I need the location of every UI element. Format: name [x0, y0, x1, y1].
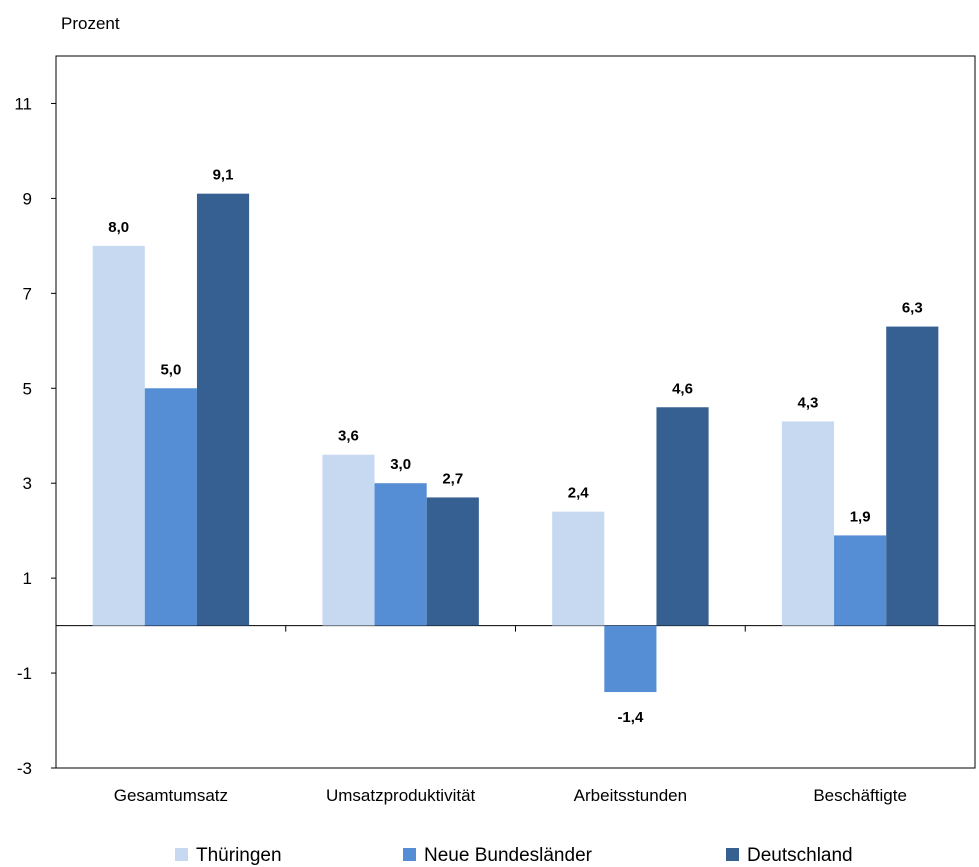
bars	[92, 193, 939, 693]
bar	[552, 511, 605, 626]
legend-swatch	[175, 848, 188, 861]
bar	[886, 326, 939, 626]
legend-swatch	[403, 848, 416, 861]
data-label: 1,9	[850, 508, 871, 525]
bar	[322, 454, 375, 626]
x-axis	[56, 625, 975, 632]
bar	[196, 193, 250, 626]
y-tick-label: 7	[23, 284, 32, 303]
legend-label: Neue Bundesländer	[424, 845, 593, 866]
category-label: Gesamtumsatz	[114, 786, 228, 805]
y-axis-label: Prozent	[61, 14, 120, 33]
data-label: 3,0	[390, 456, 411, 473]
data-label: 2,4	[568, 485, 590, 502]
data-label: 9,1	[213, 167, 234, 184]
bar	[374, 483, 427, 626]
y-tick-label: 1	[23, 569, 32, 588]
legend-label: Deutschland	[747, 845, 853, 866]
category-label: Arbeitsstunden	[574, 786, 687, 805]
plot-frame	[55, 55, 976, 769]
category-label: Umsatzproduktivität	[326, 786, 476, 805]
legend-swatch	[726, 848, 739, 861]
category-labels: Gesamtumsatz Umsatzproduktivität Arbeitsst…	[114, 786, 907, 805]
data-label: 6,3	[902, 300, 923, 317]
bar	[834, 535, 887, 626]
data-label: 4,6	[672, 380, 693, 397]
y-tick-label: -3	[17, 759, 32, 778]
data-label: 4,3	[798, 394, 819, 411]
data-label: 3,6	[338, 428, 359, 445]
legend: Thüringen Neue Bundesländer Deutschland	[175, 845, 853, 866]
bar	[656, 407, 709, 626]
data-labels: 8,0 5,0 9,1 3,6 3,0 2,7 2,4 -1,4 4,6 4,3 1,9 6,3	[108, 167, 922, 726]
y-axis: -3 -1 1 3 5 7 9 11	[14, 94, 56, 778]
y-tick-label: -1	[17, 664, 32, 683]
y-tick-label: 11	[14, 94, 32, 113]
bar	[781, 421, 835, 626]
y-tick-label: 3	[23, 474, 32, 493]
bar	[92, 245, 145, 626]
data-label: 8,0	[108, 219, 129, 236]
bar	[144, 388, 197, 626]
y-tick-label: 5	[23, 379, 32, 398]
data-label: 5,0	[160, 361, 181, 378]
data-label: -1,4	[617, 709, 644, 726]
bar	[604, 625, 657, 693]
legend-label: Thüringen	[196, 845, 282, 866]
data-label: 2,7	[442, 470, 463, 487]
bar	[426, 497, 479, 626]
category-label: Beschäftigte	[813, 786, 907, 805]
y-tick-label: 9	[23, 189, 32, 208]
